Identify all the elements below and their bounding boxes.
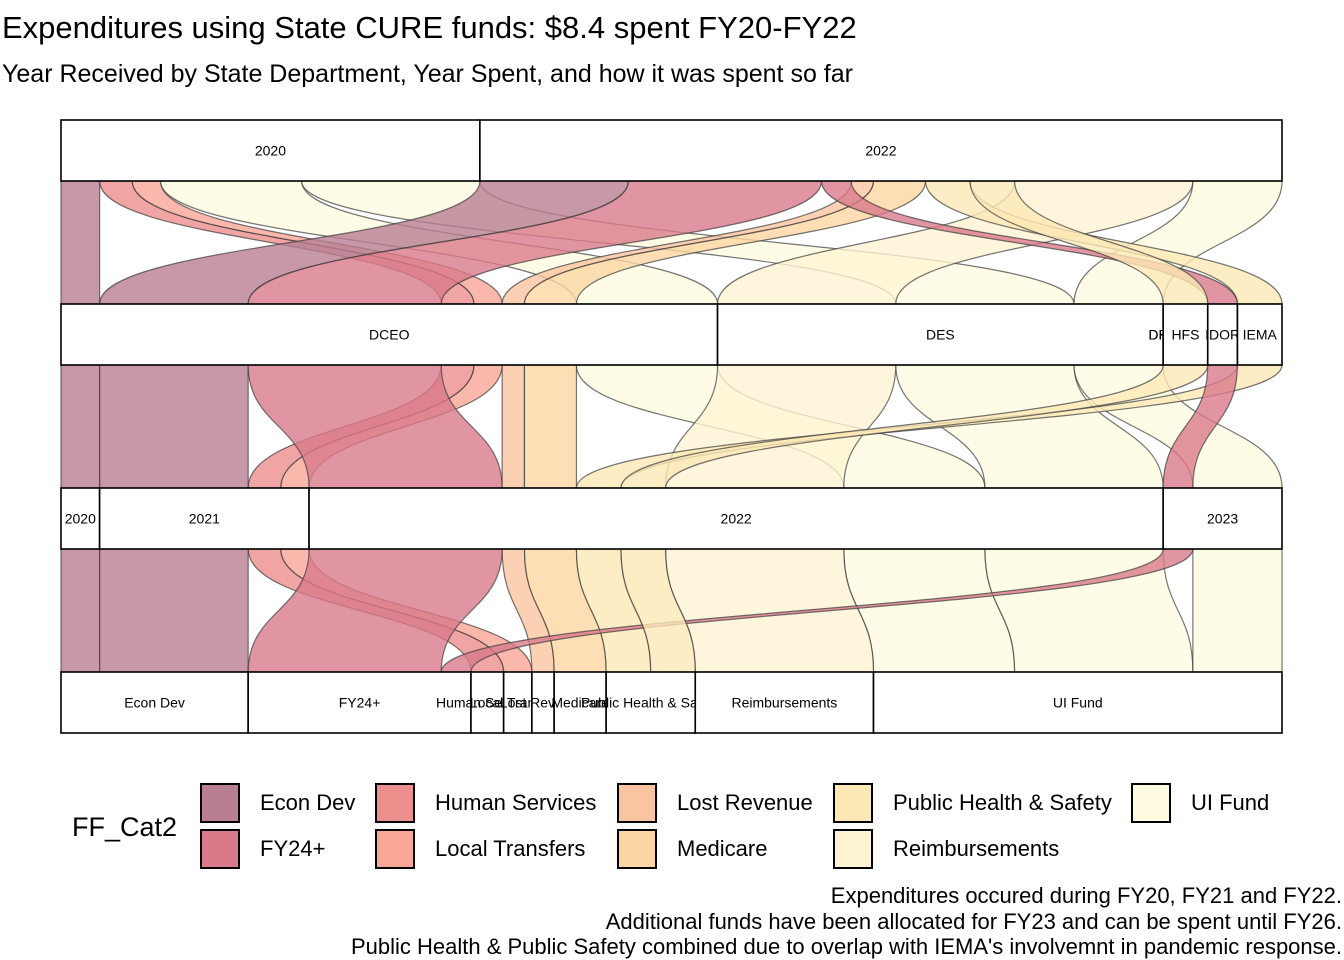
stratum-label: FY24+ (339, 695, 381, 711)
stratum-3-reimbursements: Reimbursements (694, 671, 875, 734)
legend-title: FF_Cat2 (72, 812, 178, 842)
chart-subtitle: Year Received by State Department, Year … (2, 60, 853, 88)
stratum-label: UI Fund (1053, 695, 1103, 711)
stratum-label: 2020 (255, 143, 286, 159)
flow-econ-dev-0-2 (60, 548, 101, 673)
legend-label-lost-revenue: Lost Revenue (677, 790, 813, 815)
stratum-1-hfs: HFS (1162, 303, 1209, 366)
stratum-1-idor: IDOR (1205, 303, 1240, 366)
legend-key-local-transfers (375, 829, 415, 869)
stratum-2-2020: 2020 (60, 487, 101, 550)
stratum-0-2022: 2022 (479, 119, 1283, 182)
stratum-1-dceo: DCEO (60, 303, 719, 366)
stratum-1-iema: IEMA (1236, 303, 1283, 366)
stratum-box (308, 487, 1164, 550)
stratum-label: DCEO (369, 327, 410, 343)
flow-reimbursements-9-2 (664, 548, 875, 673)
stratum-label: 2020 (65, 511, 96, 527)
stratum-box (1162, 303, 1209, 366)
flow-econ-dev-0-0 (60, 180, 101, 305)
alluvial-chart: 20202022DCEODESDHSDPHHFSIDORIEMA20202021… (60, 119, 1283, 734)
stratum-label: Medicare (551, 695, 609, 711)
stratum-3-ui-fund: UI Fund (872, 671, 1283, 734)
stratum-box (553, 671, 607, 734)
stratum-label: DES (926, 327, 955, 343)
legend-key-fy24 (200, 829, 240, 869)
legend-key-public-health-safety (833, 783, 873, 823)
legend-key-ui-fund (1131, 783, 1171, 823)
stratum-label: HFS (1171, 327, 1199, 343)
stratum-box (60, 671, 249, 734)
caption-line-1: Expenditures occured during FY20, FY21 a… (830, 883, 1342, 908)
stratum-label: Reimbursements (731, 695, 837, 711)
legend-key-human-services (375, 783, 415, 823)
legend-label-econ-dev: Econ Dev (260, 790, 356, 815)
flow-lost-revenue-7-1 (501, 364, 526, 489)
flow-econ-dev-0-1 (60, 364, 101, 489)
stratum-box (1162, 487, 1283, 550)
stratum-label: 2022 (865, 143, 896, 159)
stratum-label: Econ Dev (124, 695, 185, 711)
stratum-3-econ-dev: Econ Dev (60, 671, 249, 734)
stratum-2-2023: 2023 (1162, 487, 1283, 550)
legend-label-human-services: Human Services (435, 790, 597, 815)
legend-label-reimbursements: Reimbursements (893, 836, 1060, 861)
stratum-2-2021: 2021 (98, 487, 310, 550)
legend-label-ui-fund: UI Fund (1191, 790, 1270, 815)
flow-layer (60, 180, 1283, 673)
stratum-3-fy24: FY24+ (247, 671, 472, 734)
stratum-label: Public Health & Safety (581, 695, 720, 711)
stratum-box (694, 671, 875, 734)
stratum-3-medicare: Medicare (551, 671, 609, 734)
legend-key-lost-revenue (617, 783, 657, 823)
stratum-box (716, 303, 1164, 366)
flow-medicare-8-1 (523, 364, 578, 489)
stratum-box (60, 303, 719, 366)
legend-label-fy24: FY24+ (260, 836, 326, 861)
stratum-label: 2021 (189, 511, 220, 527)
stratum-3-public-health-safety: Public Health & Safety (581, 671, 720, 734)
legend-key-reimbursements (833, 829, 873, 869)
legend-key-medicare (617, 829, 657, 869)
stratum-0-2020: 2020 (60, 119, 481, 182)
legend-label-medicare: Medicare (677, 836, 768, 861)
chart-title: Expenditures using State CURE funds: $8.… (2, 10, 857, 45)
stratum-box (1236, 303, 1283, 366)
stratum-box (247, 671, 472, 734)
stratum-2-2022: 2022 (308, 487, 1164, 550)
stratum-box (872, 671, 1283, 734)
stratum-label: 2023 (1207, 511, 1238, 527)
stratum-label: 2022 (721, 511, 752, 527)
stratum-box (60, 487, 101, 550)
flow-econ-dev-5-2 (99, 548, 249, 673)
legend-label-public-health-safety: Public Health & Safety (893, 790, 1112, 815)
caption-line-2: Additional funds have been allocated for… (605, 909, 1342, 934)
stratum-label: IDOR (1205, 327, 1240, 343)
legend-label-local-transfers: Local Transfers (435, 836, 586, 861)
caption-line-3: Public Health & Public Safety combined d… (350, 934, 1342, 959)
stratum-1-des: DES (716, 303, 1164, 366)
legend-key-econ-dev (200, 783, 240, 823)
flow-econ-dev-5-1 (99, 364, 249, 489)
flow-ui-fund-10-2 (1192, 548, 1283, 673)
stratum-label: IEMA (1243, 327, 1278, 343)
stratum-box (1206, 303, 1239, 366)
stratum-box (98, 487, 310, 550)
stratum-box (479, 119, 1283, 182)
stratum-box (605, 671, 697, 734)
